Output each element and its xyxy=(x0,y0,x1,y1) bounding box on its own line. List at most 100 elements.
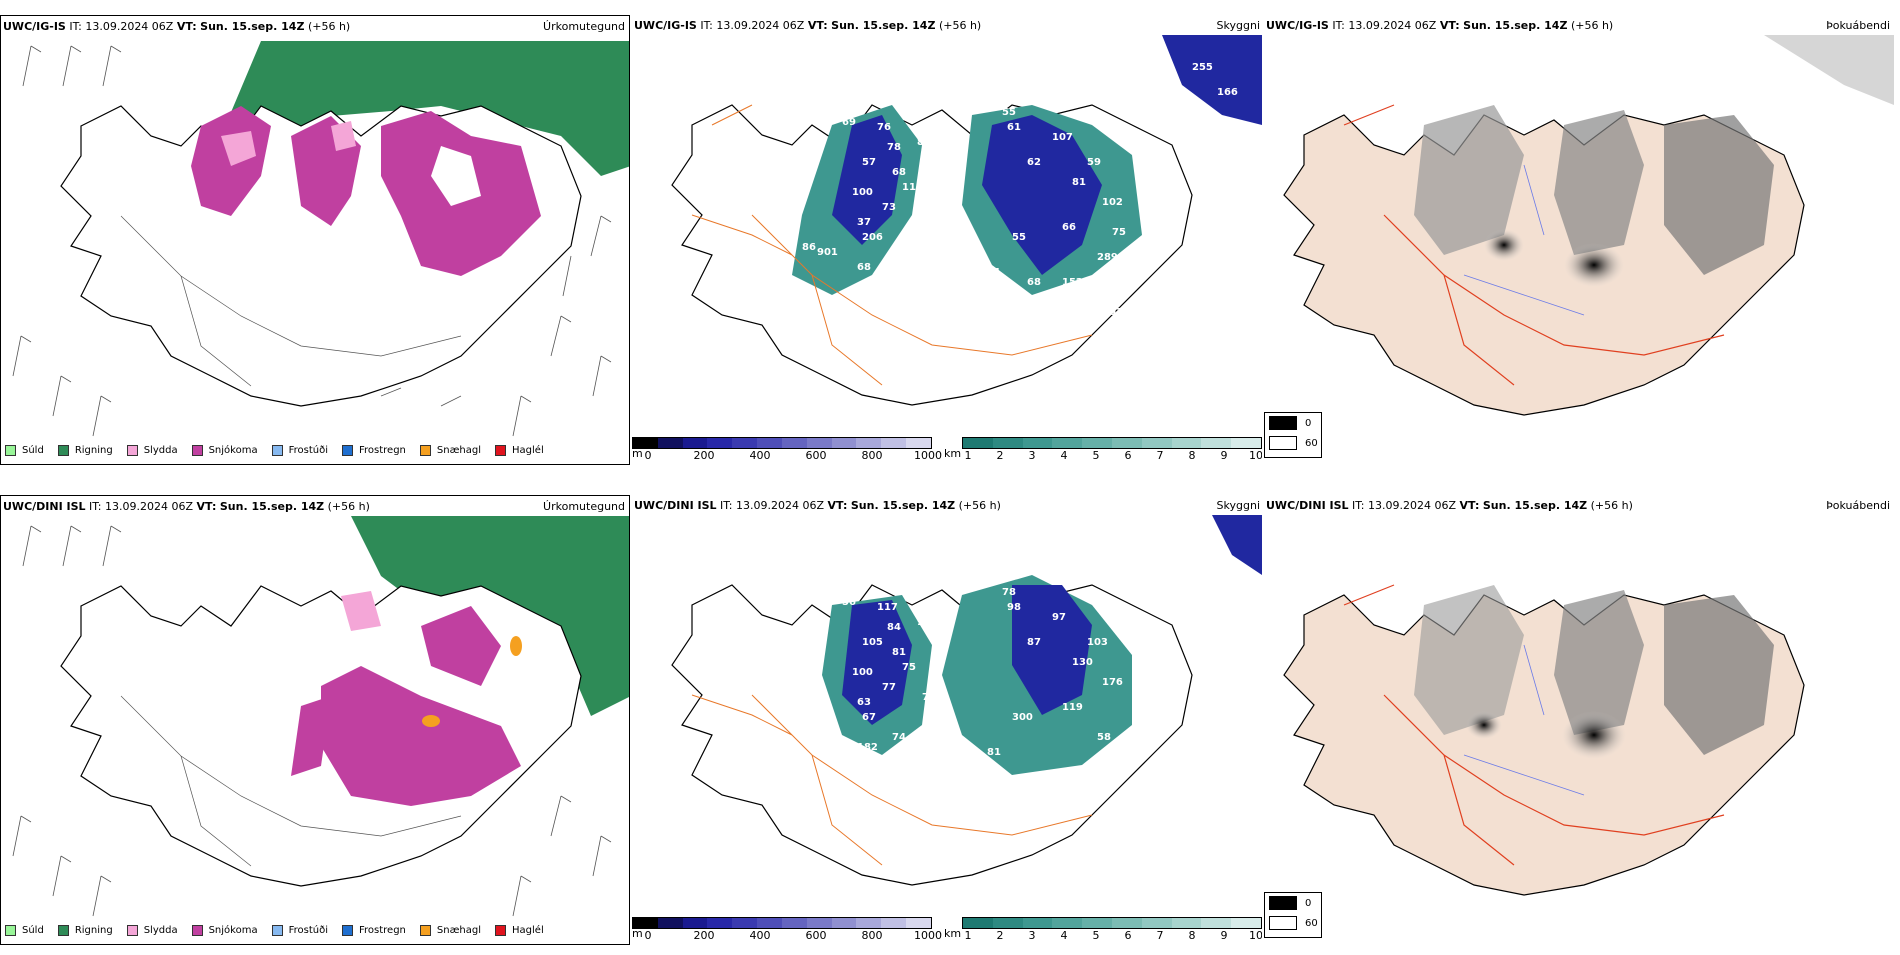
colorbar-tick: 7 xyxy=(1156,449,1164,462)
cloud-base-label: 78 xyxy=(1002,587,1016,598)
panel-product-name: Þokuábendi xyxy=(1826,19,1890,32)
legend-swatch xyxy=(495,925,507,936)
fog-shade xyxy=(1554,590,1644,735)
cloud-base-label: 81 xyxy=(987,267,1001,278)
legend-swatch xyxy=(419,445,431,456)
colorbar-tick: 4 xyxy=(1060,449,1068,462)
snow-area xyxy=(291,696,331,776)
precip-legend: Súld Rigning Slydda Snjókoma Frostúði Frostre… xyxy=(5,445,558,456)
colorbar-tick: 1 xyxy=(964,449,972,462)
colorbar-cell xyxy=(806,438,832,448)
cloud-base-label: 75 xyxy=(1112,227,1126,238)
colorbar-tick: 8 xyxy=(1188,929,1196,942)
panel-product-name: Þokuábendi xyxy=(1826,499,1890,512)
precip-map-row1 xyxy=(12,41,629,437)
fog-shade xyxy=(1554,110,1644,255)
cloud-base-label: 75 xyxy=(902,662,916,673)
colorbar-tick: 8 xyxy=(1188,449,1196,462)
colorbar-cell xyxy=(1082,438,1112,448)
colorbar-cell xyxy=(1111,918,1142,928)
colorbar-cell xyxy=(757,438,782,448)
cloud-base-label: 100 xyxy=(852,667,873,678)
cloud-base-label: 100 xyxy=(852,187,873,198)
cloud-base-blue xyxy=(982,115,1102,275)
legend-item-4: Frostúði xyxy=(271,925,328,936)
clear-area xyxy=(431,146,481,206)
cloud-base-label: 103 xyxy=(1087,637,1108,648)
roads xyxy=(1343,104,1725,386)
legend-label: Rigning xyxy=(74,445,113,456)
colorbar-tick: 800 xyxy=(861,449,883,462)
snow-pellet-area xyxy=(510,636,522,656)
colorbar-tick: 2 xyxy=(996,449,1004,462)
legend-item-0: Súld xyxy=(5,445,44,456)
colorbar-tick: 9 xyxy=(1220,929,1228,942)
fog-core xyxy=(1564,243,1624,287)
fog-legend-swatch xyxy=(1269,436,1297,450)
snow-pellet-area xyxy=(422,715,440,727)
colorbar-cell xyxy=(1231,918,1261,928)
cloud-base-label: 59 xyxy=(1087,157,1101,168)
legend-item-5: Frostregn xyxy=(342,445,406,456)
colorbar-tick: 5 xyxy=(1092,929,1100,942)
legend-swatch xyxy=(126,445,138,456)
fog-panel-row1: UWC/IG-IS IT: 13.09.2024 06Z VT: Sun. 15… xyxy=(1264,15,1894,475)
legend-label: Frostúði xyxy=(288,925,328,936)
fog-shade xyxy=(1414,585,1524,735)
colorbar-tick: 1 xyxy=(964,929,972,942)
colorbar-cell xyxy=(633,918,658,928)
cloud-base-blue xyxy=(842,600,912,725)
altitude-colorbar: 0 200 400 600 800 1000 m xyxy=(632,917,942,943)
wind-barbs xyxy=(12,45,612,437)
fog-legend-row2: 0 60 xyxy=(1264,892,1322,938)
colorbar-cell xyxy=(881,918,907,928)
road-lines xyxy=(120,215,462,387)
precip-panel-row1: UWC/IG-IS IT: 13.09.2024 06Z VT: Sun. 15… xyxy=(0,15,630,465)
cloud-base-label: 61 xyxy=(1007,122,1021,133)
cloud-base-label: 97 xyxy=(1052,612,1066,623)
colorbar-cell xyxy=(1022,438,1053,448)
cloud-base-label: 132 xyxy=(932,327,953,338)
legend-swatch xyxy=(57,925,69,936)
colorbar-cell xyxy=(1231,438,1261,448)
fog-legend-swatch xyxy=(1269,896,1297,910)
fog-core xyxy=(1562,711,1626,759)
cloud-base-label: 81 xyxy=(892,647,906,658)
colorbar-cell xyxy=(831,438,857,448)
cloud-base-label: 206 xyxy=(862,232,883,243)
cloud-base-label: 98 xyxy=(1007,602,1021,613)
colorbar-tick: 400 xyxy=(749,449,771,462)
cloud-base-label: 77 xyxy=(882,682,896,693)
legend-swatch xyxy=(342,445,353,456)
legend-label: Súld xyxy=(22,445,44,456)
colorbar-cell xyxy=(1201,438,1232,448)
legend-swatch xyxy=(342,925,353,936)
cloud-base-label: 121 xyxy=(922,212,943,223)
colorbar-tick: 2 xyxy=(996,929,1004,942)
fog-legend-label: 60 xyxy=(1305,917,1318,929)
cloud-base-label: 67 xyxy=(862,712,876,723)
legend-item-1: Rigning xyxy=(57,925,113,936)
cloud-base-label: 289 xyxy=(1097,252,1118,263)
colorbar-cell xyxy=(682,438,708,448)
legend-swatch xyxy=(271,445,283,456)
sleet-area xyxy=(331,121,356,151)
panel-title: UWC/DINI ISL IT: 13.09.2024 06Z VT: Sun.… xyxy=(3,500,370,513)
cloud-base-label: 176 xyxy=(1102,677,1123,688)
legend-item-1: Rigning xyxy=(57,445,113,456)
wind-barbs xyxy=(12,525,612,917)
fog-legend-row: 0 xyxy=(1265,893,1321,913)
cloud-base-label: 182 xyxy=(857,742,878,753)
legend-swatch xyxy=(495,445,507,456)
legend-item-6: Snæhagl xyxy=(419,445,481,456)
colorbar-tick: 5 xyxy=(1092,449,1100,462)
cloud-base-label: 118 xyxy=(1032,307,1053,318)
legend-label: Haglél xyxy=(512,925,544,936)
roads xyxy=(1343,584,1725,866)
precip-panel-row2: UWC/DINI ISL IT: 13.09.2024 06Z VT: Sun.… xyxy=(0,495,630,945)
cloud-base-label: 118 xyxy=(902,182,923,193)
colorbar-cell xyxy=(732,438,758,448)
fog-core xyxy=(1484,229,1524,261)
cloud-map-row2: 65 76 56 117 84 105 81 75 100 901 77 70 63 67 94 57 74 18… xyxy=(671,515,1262,886)
legend-item-4: Frostúði xyxy=(271,445,328,456)
